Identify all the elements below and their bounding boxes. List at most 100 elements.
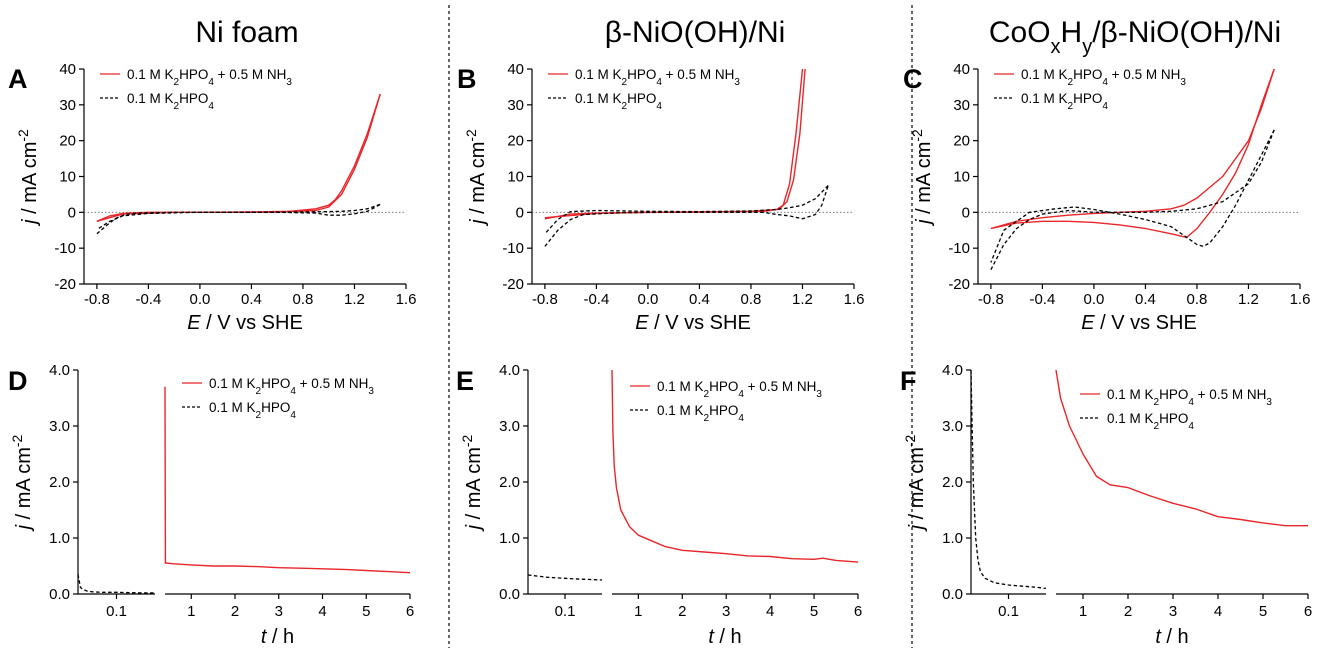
series-nh3-line <box>990 68 1275 239</box>
legend-label-nh3: 0.1 M K2HPO4 + 0.5 M NH3 <box>127 67 292 88</box>
series-nh3-line <box>164 386 411 574</box>
y-axis-label: j / mA cm-2 <box>909 129 935 227</box>
y-tick-label: 4.0 <box>499 362 520 379</box>
legend-label-k2hpo4: 0.1 M K2HPO4 <box>1107 411 1194 432</box>
y-tick-label: 40 <box>59 61 76 78</box>
x-tick-label: 5 <box>1259 603 1267 620</box>
column-title: β-NiO(OH)/Ni <box>605 16 786 49</box>
x-axis-label: t / h <box>1155 626 1188 648</box>
y-tick-label: 3.0 <box>499 418 520 435</box>
series-nh3-line <box>544 68 806 219</box>
legend-label-nh3: 0.1 M K2HPO4 + 0.5 M NH3 <box>1107 387 1272 408</box>
series-nh3-line <box>990 68 1275 230</box>
y-axis-label: j / mA cm-2 <box>9 434 35 532</box>
x-tick-label: 6 <box>406 603 414 620</box>
legend-label-nh3: 0.1 M K2HPO4 + 0.5 M NH3 <box>209 376 374 397</box>
y-tick-label: 30 <box>507 97 524 114</box>
y-tick-label: 10 <box>59 169 76 186</box>
series-k2hpo4-line <box>544 185 829 235</box>
x-tick-label: 1.2 <box>792 291 813 308</box>
panel-letter: A <box>8 64 28 94</box>
x-tick-label: 1.2 <box>344 291 365 308</box>
legend-label-k2hpo4: 0.1 M K2HPO4 <box>209 400 296 421</box>
column-title: Ni foam <box>195 16 298 49</box>
series-nh3-line <box>611 369 859 563</box>
x-tick-label: 3 <box>275 603 283 620</box>
y-axis-label: j / mA cm-2 <box>463 129 489 227</box>
panel-F: F 0.0 1.0 2.0 3.0 4.0 0.1 1 2 3 4 5 6 0.1 M K2HPO4 + … <box>900 362 1312 648</box>
y-tick-label: -10 <box>502 240 524 257</box>
series-k2hpo4-line <box>527 574 603 581</box>
y-tick-label: 20 <box>59 133 76 150</box>
y-tick-label: 0.0 <box>49 586 70 603</box>
legend-label-nh3: 0.1 M K2HPO4 + 0.5 M NH3 <box>657 379 822 400</box>
series-k2hpo4-line <box>544 185 829 247</box>
y-tick-label: 20 <box>507 133 524 150</box>
panel-letter: B <box>457 64 477 94</box>
y-tick-label: 4.0 <box>49 362 70 379</box>
y-tick-label: -20 <box>948 276 970 293</box>
x-tick-label: 1.2 <box>1238 291 1259 308</box>
y-tick-label: 0.0 <box>499 586 520 603</box>
panel-letter: D <box>8 366 28 396</box>
legend-label-k2hpo4: 0.1 M K2HPO4 <box>657 403 744 424</box>
x-tick-label: 0.0 <box>637 291 658 308</box>
legend-label-k2hpo4: 0.1 M K2HPO4 <box>1021 91 1108 112</box>
x-tick-label: 5 <box>810 603 818 620</box>
y-axis-label: j / mA cm-2 <box>15 129 41 227</box>
x-tick-label: 2 <box>1124 603 1132 620</box>
x-axis-label: E / V vs SHE <box>1081 312 1197 334</box>
y-tick-label: 2.0 <box>499 474 520 491</box>
panel-E: E 0.0 1.0 2.0 3.0 4.0 0.1 1 2 3 4 5 6 0.1 M K2HPO4 + … <box>456 362 862 648</box>
x-tick-label: 0.4 <box>689 291 710 308</box>
x-tick-label: 0.0 <box>1083 291 1104 308</box>
x-tick-label: 4 <box>766 603 774 620</box>
x-axis-label: t / h <box>261 626 294 648</box>
y-tick-label: 30 <box>953 97 970 114</box>
y-tick-label: 10 <box>507 169 524 186</box>
x-tick-label: 1 <box>1079 603 1087 620</box>
legend-label-k2hpo4: 0.1 M K2HPO4 <box>575 91 662 112</box>
series-k2hpo4-line <box>96 203 381 231</box>
x-tick-label: 0.8 <box>741 291 762 308</box>
x-tick-label: -0.4 <box>135 291 161 308</box>
y-tick-label: 0 <box>516 204 524 221</box>
y-tick-label: 2.0 <box>942 474 963 491</box>
y-tick-label: 20 <box>953 133 970 150</box>
x-tick-label: -0.4 <box>1029 291 1055 308</box>
y-tick-label: 1.0 <box>49 530 70 547</box>
y-tick-label: 30 <box>59 97 76 114</box>
x-tick-label: 0.1 <box>555 603 576 620</box>
x-tick-label: 2 <box>231 603 239 620</box>
series-k2hpo4-line <box>990 129 1275 263</box>
y-tick-label: 4.0 <box>942 362 963 379</box>
x-tick-label: 0.1 <box>998 603 1019 620</box>
x-tick-label: 3 <box>722 603 730 620</box>
panel-C: C -20 -10 0 10 20 30 40 -0.8 -0.4 0.0 0.4 0.8 1.2 1.6 0… <box>903 61 1310 334</box>
column-title: CoOxHy/β-NiO(OH)/Ni <box>989 16 1281 58</box>
panel-B: B -20 -10 0 10 20 30 40 -0.8 -0.4 0.0 0.4 0.8 1.2 1.6 0… <box>457 61 864 334</box>
y-tick-label: -20 <box>502 276 524 293</box>
x-tick-label: 0.4 <box>1135 291 1156 308</box>
series-k2hpo4-line <box>990 129 1275 270</box>
y-axis-label: j / mA cm-2 <box>902 434 928 532</box>
y-tick-label: 40 <box>953 61 970 78</box>
x-tick-label: 1.6 <box>396 291 417 308</box>
x-tick-label: 1.6 <box>1290 291 1311 308</box>
legend-label-nh3: 0.1 M K2HPO4 + 0.5 M NH3 <box>575 67 740 88</box>
x-tick-label: 1 <box>187 603 195 620</box>
y-tick-label: -10 <box>948 240 970 257</box>
x-tick-label: 4 <box>1214 603 1222 620</box>
series-nh3-line <box>1055 369 1308 527</box>
x-tick-label: 0.1 <box>106 603 127 620</box>
y-tick-label: 2.0 <box>49 474 70 491</box>
x-tick-label: 3 <box>1169 603 1177 620</box>
y-tick-label: 10 <box>953 169 970 186</box>
x-tick-label: 1 <box>634 603 642 620</box>
x-axis-label: t / h <box>708 626 741 648</box>
x-tick-label: 6 <box>1304 603 1312 620</box>
x-tick-label: 1.6 <box>844 291 865 308</box>
series-k2hpo4-line <box>96 203 381 235</box>
x-tick-label: 6 <box>854 603 862 620</box>
